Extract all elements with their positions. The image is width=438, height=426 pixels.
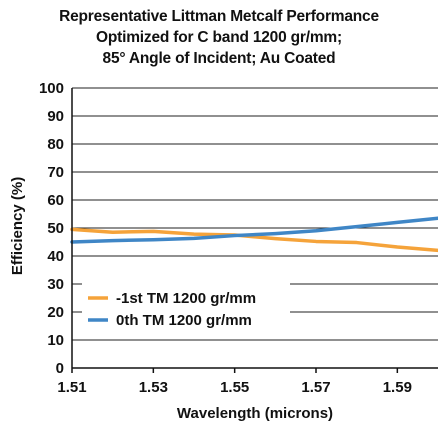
y-tick-label-100: 100 [39, 80, 64, 97]
y-tick-label-50: 50 [47, 220, 64, 237]
x-tick-label-1.53: 1.53 [139, 379, 168, 396]
gridlines [72, 87, 438, 341]
y-tick-label-40: 40 [47, 248, 64, 265]
x-tick-label-1.55: 1.55 [220, 379, 249, 396]
y-tick-label-20: 20 [47, 304, 64, 321]
x-tick-label-1.51: 1.51 [57, 379, 86, 396]
series-line-1 [70, 227, 438, 253]
y-axis-label: Efficiency (%) [9, 177, 26, 275]
y-tick-label-70: 70 [47, 164, 64, 181]
y-tick-label-10: 10 [47, 332, 64, 349]
chart-title-line-1: Representative Littman Metcalf Performan… [59, 8, 379, 25]
y-tick-label-30: 30 [47, 276, 64, 293]
chart-title-line-2: Optimized for C band 1200 gr/mm; [96, 29, 342, 46]
x-tick-labels: 1.51 1.53 1.55 1.57 1.59 [57, 379, 412, 396]
series-line-2 [70, 216, 438, 244]
y-tick-labels: 0 10 20 30 40 50 60 70 80 90 100 [39, 80, 64, 377]
legend-background [82, 282, 290, 332]
legend-label-series-2: 0th TM 1200 gr/mm [116, 312, 252, 329]
y-tick-label-90: 90 [47, 108, 64, 125]
x-tick-label-1.57: 1.57 [301, 379, 330, 396]
series-lines [70, 216, 438, 253]
y-tick-label-60: 60 [47, 192, 64, 209]
y-tick-label-80: 80 [47, 136, 64, 153]
axes [71, 88, 438, 373]
legend-label-series-1: -1st TM 1200 gr/mm [116, 290, 256, 307]
legend: -1st TM 1200 gr/mm 0th TM 1200 gr/mm [82, 282, 290, 332]
x-tick-label-1.59: 1.59 [383, 379, 412, 396]
x-axis-label: Wavelength (microns) [177, 405, 333, 422]
chart-title-line-3: 85° Angle of Incident; Au Coated [102, 50, 336, 67]
y-tick-label-0: 0 [56, 360, 64, 377]
